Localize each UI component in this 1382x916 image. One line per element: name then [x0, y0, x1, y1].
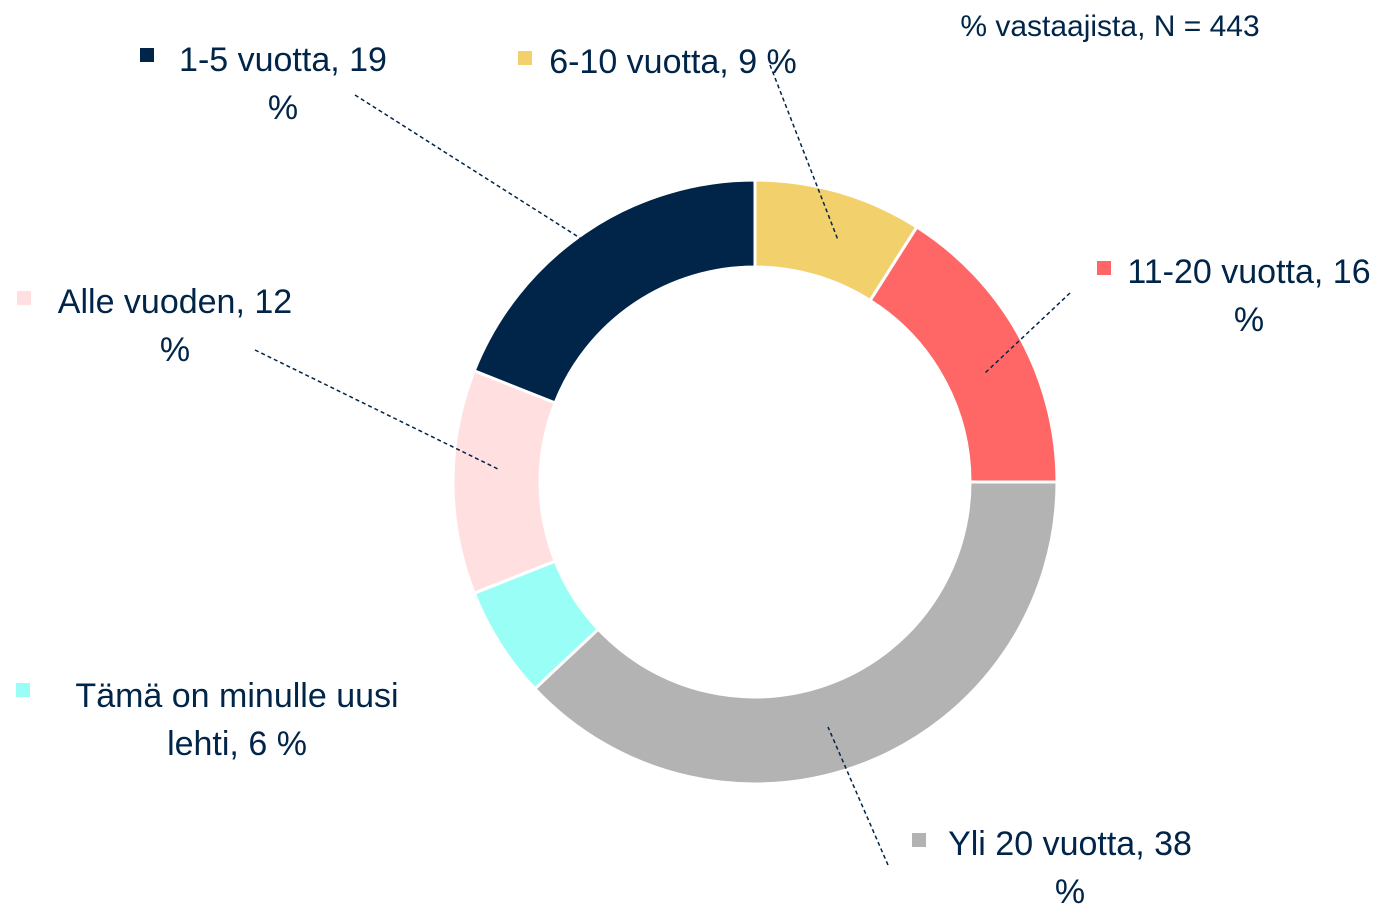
- value-label: 19 %: [267, 41, 387, 127]
- category-label: Yli 20 vuotta,: [948, 825, 1145, 863]
- slice-label: Yli 20 vuotta, 38 %: [940, 820, 1200, 916]
- legend-marker: [518, 51, 532, 65]
- value-label: 6 %: [248, 725, 307, 763]
- category-label: 11-20 vuotta,: [1127, 253, 1324, 291]
- subtitle: % vastaajista, N = 443: [960, 10, 1260, 43]
- slice-label: 1-5 vuotta, 19 %: [163, 36, 403, 132]
- value-label: 38 %: [1054, 825, 1192, 911]
- category-label: 6-10 vuotta,: [549, 43, 729, 81]
- slice-label: Tämä on minulle uusi lehti, 6 %: [72, 672, 402, 768]
- donut-slice: [532, 480, 1059, 786]
- donut-slice: [868, 224, 1059, 484]
- donut-slice: [472, 178, 757, 405]
- slice-label: 6-10 vuotta, 9 %: [543, 38, 803, 86]
- donut-slice: [451, 368, 558, 596]
- legend-marker: [16, 683, 30, 697]
- legend-marker: [140, 48, 154, 62]
- slice-label: 11-20 vuotta, 16 %: [1119, 248, 1379, 344]
- value-label: 9 %: [738, 43, 797, 81]
- category-label: 1-5 vuotta,: [179, 41, 340, 79]
- value-label: 12 %: [159, 283, 293, 369]
- category-label: Tämä on minulle uusi lehti,: [75, 677, 399, 763]
- leader-line: [254, 349, 501, 471]
- leader-line: [354, 94, 581, 239]
- slice-label: Alle vuoden, 12 %: [45, 278, 305, 374]
- legend-marker: [17, 291, 31, 305]
- leader-line: [984, 292, 1071, 374]
- category-label: Alle vuoden,: [57, 283, 245, 321]
- legend-marker: [1097, 261, 1111, 275]
- legend-marker: [912, 833, 926, 847]
- leader-line: [769, 64, 839, 241]
- value-label: 16 %: [1233, 253, 1371, 339]
